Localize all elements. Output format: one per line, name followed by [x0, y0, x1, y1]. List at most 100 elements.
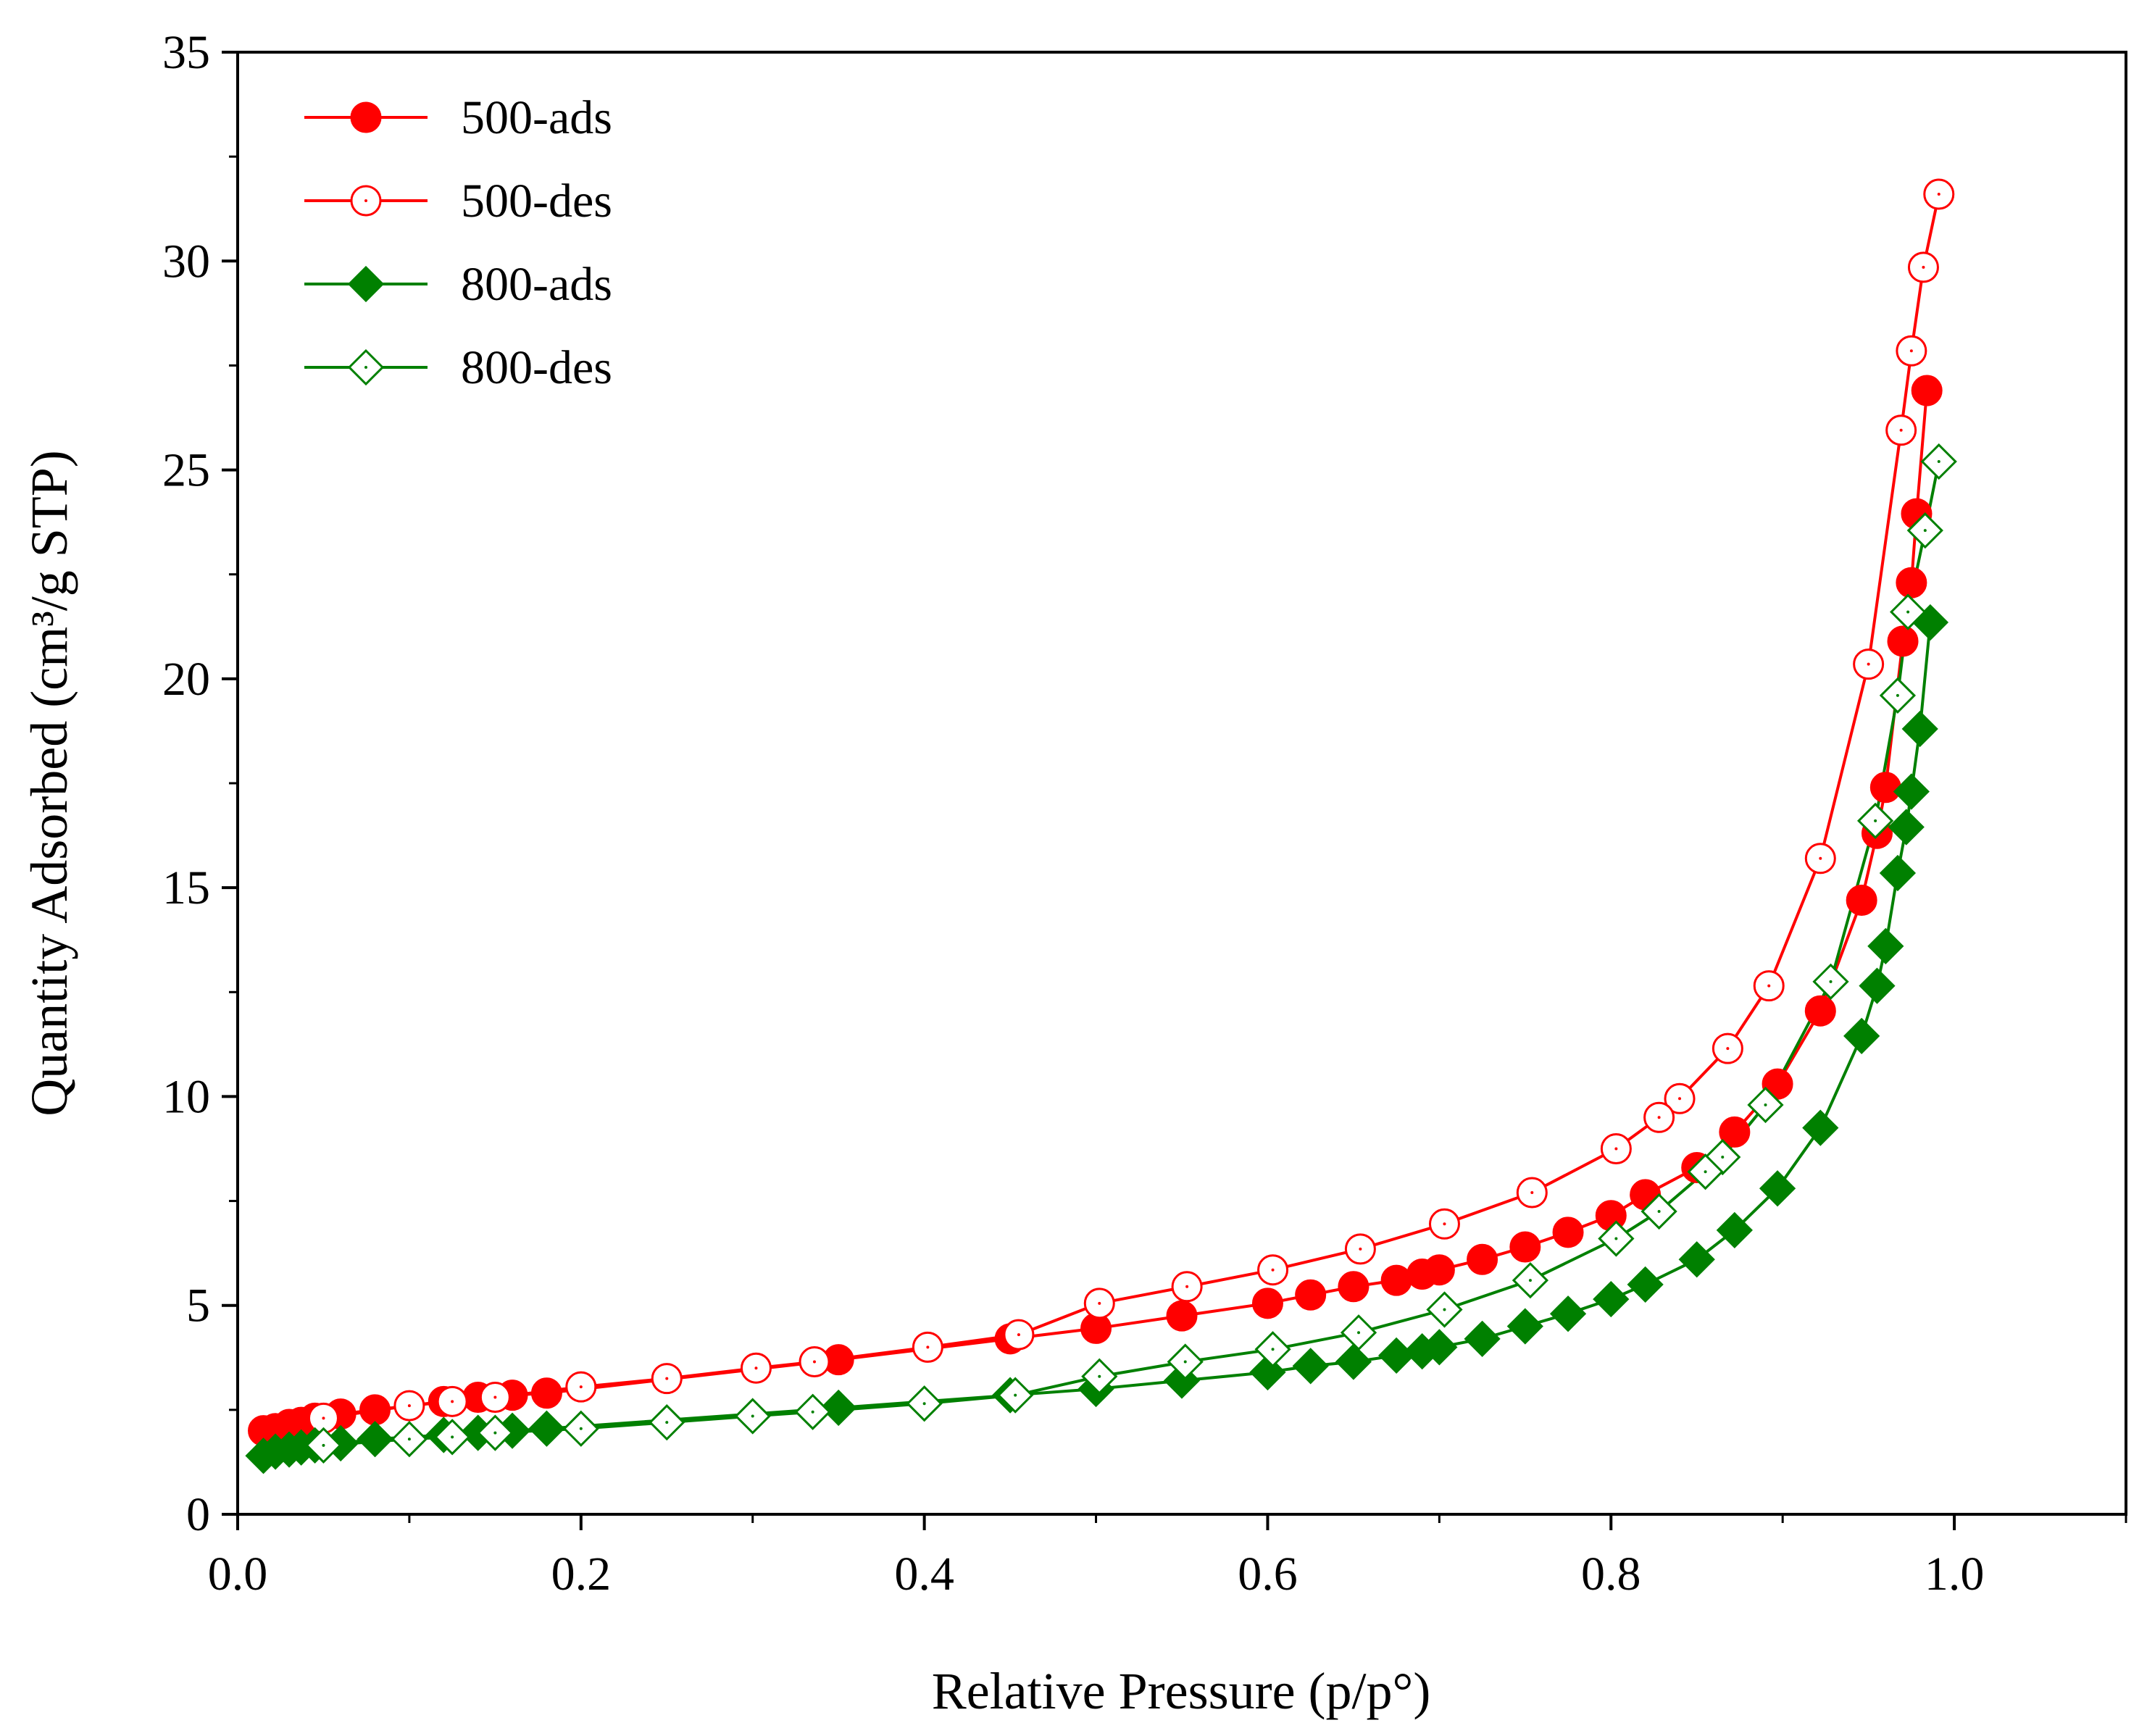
data-point-500-ads-30: [1846, 884, 1877, 916]
data-point-500-des-15-center-dot: [1185, 1285, 1189, 1288]
data-point-500-ads-21: [1467, 1243, 1498, 1275]
data-point-800-ads-6: [357, 1421, 393, 1458]
data-point-500-ads-28: [1762, 1068, 1793, 1100]
data-point-500-des-13-center-dot: [1359, 1247, 1362, 1251]
legend-marker-500-ads: [350, 101, 382, 133]
data-point-800-ads-27: [1716, 1211, 1753, 1249]
data-point-500-des-2-center-dot: [1909, 349, 1913, 353]
data-point-800-ads-25: [1627, 1266, 1664, 1303]
data-point-800-des-4-center-dot: [1874, 819, 1877, 822]
data-point-800-des-13-center-dot: [1357, 1331, 1361, 1335]
data-point-800-des-23-center-dot: [493, 1431, 497, 1435]
data-point-800-des-8-center-dot: [1704, 1170, 1707, 1174]
legend-label-800-des: 800-des: [461, 341, 612, 394]
data-point-800-ads-22: [1506, 1308, 1543, 1345]
data-point-500-des-10-center-dot: [1614, 1147, 1618, 1151]
data-point-500-des-1-center-dot: [1922, 265, 1925, 269]
data-point-500-des-12-center-dot: [1443, 1222, 1446, 1226]
data-point-500-ads-23: [1552, 1217, 1584, 1248]
x-tick-label-1: 0.2: [551, 1548, 612, 1601]
series-layer: [245, 178, 1957, 1474]
data-point-800-ads-23: [1549, 1295, 1587, 1332]
data-point-500-des-18-center-dot: [926, 1345, 930, 1349]
data-point-800-des-7-center-dot: [1721, 1156, 1725, 1159]
data-point-500-des-14-center-dot: [1271, 1268, 1275, 1272]
data-point-800-des-19-center-dot: [811, 1410, 814, 1414]
data-point-800-ads-26: [1678, 1241, 1715, 1278]
data-point-500-des-21-center-dot: [665, 1377, 669, 1380]
data-point-500-ads-14: [1166, 1300, 1198, 1332]
data-point-500-des-5-center-dot: [1819, 856, 1822, 860]
data-point-800-des-26-center-dot: [322, 1443, 325, 1447]
data-point-800-ads-21: [1464, 1320, 1501, 1357]
legend-item-800-ads: 800-ads: [304, 258, 612, 311]
data-point-800-des-1-center-dot: [1923, 529, 1927, 533]
data-point-800-des-16-center-dot: [1098, 1374, 1101, 1378]
data-point-800-ads-10: [528, 1410, 565, 1447]
data-point-800-ads-20: [1421, 1329, 1458, 1366]
ticks-layer: 0.0 0.2 0.4 0.6 0.8 1.0 0 5 10 15 20 25 30 35: [162, 26, 2127, 1601]
legend-item-800-des: 800-des: [304, 341, 612, 394]
data-point-500-ads-6: [359, 1394, 391, 1426]
legend-marker-800-ads: [347, 265, 385, 303]
data-point-800-ads-32: [1867, 927, 1904, 964]
data-point-800-des-3-center-dot: [1896, 693, 1899, 697]
y-tick-label-3: 15: [162, 861, 210, 914]
legend-label-800-ads: 800-ads: [461, 258, 612, 311]
data-point-500-des-16-center-dot: [1098, 1301, 1101, 1305]
data-point-800-des-20-center-dot: [751, 1414, 754, 1418]
data-point-800-des-9-center-dot: [1657, 1209, 1661, 1213]
data-point-800-des-21-center-dot: [665, 1421, 669, 1424]
data-point-500-ads-16: [1295, 1279, 1327, 1311]
data-point-800-ads-36: [1901, 710, 1938, 748]
data-point-500-ads-33: [1887, 625, 1919, 657]
data-point-800-ads-17: [1335, 1343, 1372, 1380]
data-point-800-ads-11: [820, 1389, 857, 1427]
legend-marker-500-des-center-dot: [364, 199, 367, 202]
data-point-500-des-19-center-dot: [813, 1360, 817, 1364]
data-point-800-des-24-center-dot: [451, 1435, 454, 1439]
data-point-800-des-22-center-dot: [579, 1427, 583, 1430]
data-point-800-des-15-center-dot: [1183, 1360, 1187, 1364]
data-point-800-des-0-center-dot: [1937, 460, 1940, 464]
data-point-500-ads-27: [1719, 1116, 1751, 1148]
data-point-500-des-6-center-dot: [1767, 984, 1771, 988]
legend: 500-ads 500-des 800-ads 800-des: [304, 91, 612, 394]
data-point-500-ads-32: [1869, 772, 1901, 804]
data-point-500-des-26-center-dot: [322, 1416, 325, 1420]
legend-label-500-ads: 500-ads: [461, 91, 612, 144]
legend-label-500-des: 500-des: [461, 175, 612, 228]
y-tick-label-5: 25: [162, 444, 210, 497]
data-point-800-des-18-center-dot: [922, 1402, 926, 1406]
data-point-800-des-10-center-dot: [1614, 1237, 1618, 1240]
data-point-800-des-6-center-dot: [1764, 1103, 1767, 1106]
data-point-800-ads-24: [1593, 1280, 1630, 1318]
data-point-500-ads-34: [1896, 567, 1927, 598]
data-point-500-ads-15: [1251, 1288, 1283, 1319]
x-tick-label-3: 0.6: [1238, 1548, 1298, 1601]
legend-item-500-ads: 500-ads: [304, 91, 612, 144]
y-tick-label-7: 35: [162, 26, 210, 79]
data-point-500-ads-17: [1338, 1271, 1370, 1303]
data-point-800-des-5-center-dot: [1829, 980, 1833, 983]
x-tick-label-5: 1.0: [1925, 1548, 1985, 1601]
data-point-800-des-12-center-dot: [1443, 1308, 1446, 1311]
data-point-500-des-7-center-dot: [1726, 1047, 1730, 1051]
data-point-800-ads-33: [1879, 854, 1917, 892]
data-point-800-ads-16: [1292, 1348, 1329, 1385]
data-point-500-des-9-center-dot: [1657, 1116, 1661, 1119]
data-point-800-des-11-center-dot: [1528, 1279, 1532, 1282]
data-point-500-des-20-center-dot: [754, 1366, 758, 1370]
x-tick-label-2: 0.4: [894, 1548, 954, 1601]
data-point-500-des-24-center-dot: [451, 1400, 454, 1403]
series-line-500-ads: [263, 390, 1929, 1432]
legend-item-500-des: 500-des: [304, 175, 612, 228]
x-axis-label: Relative Pressure (p/p°): [932, 1662, 1431, 1720]
data-point-500-des-25-center-dot: [407, 1404, 411, 1408]
data-point-500-des-17-center-dot: [1017, 1333, 1020, 1337]
data-point-500-des-23-center-dot: [493, 1395, 497, 1399]
data-point-800-ads-18: [1378, 1337, 1415, 1374]
data-point-800-des-2-center-dot: [1906, 610, 1910, 614]
data-point-800-ads-31: [1859, 967, 1896, 1004]
